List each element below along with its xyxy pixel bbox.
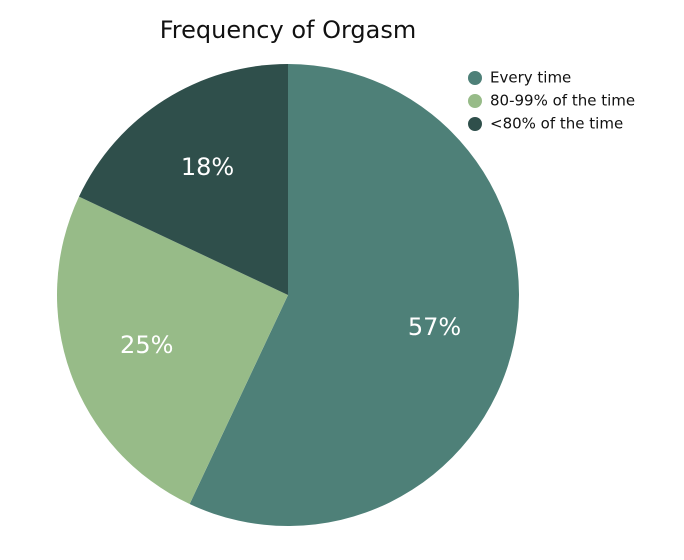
pie-slice (189, 64, 519, 526)
legend-label: <80% of the time (490, 115, 623, 133)
value-label: 57% (408, 313, 461, 341)
legend-swatch (468, 94, 482, 108)
legend-swatch (468, 71, 482, 85)
pie-slice (78, 64, 288, 295)
legend-label: Every time (490, 69, 571, 87)
pie-slice (57, 196, 289, 505)
legend-swatch (468, 117, 482, 131)
chart-title: Frequency of Orgasm (160, 16, 417, 44)
value-label: 18% (181, 153, 234, 181)
value-label: 25% (120, 331, 173, 359)
legend-label: 80-99% of the time (490, 92, 635, 110)
